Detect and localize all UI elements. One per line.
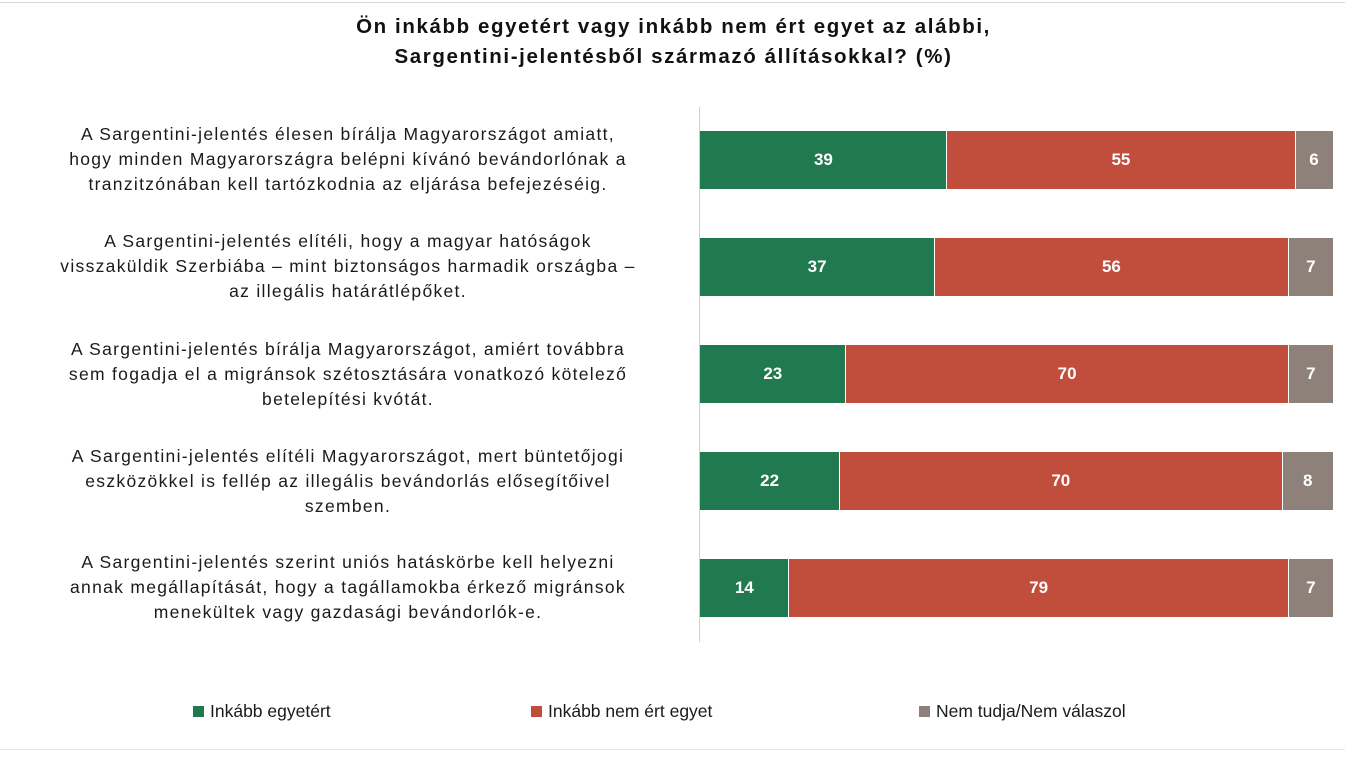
bar-disagree-1 (946, 131, 1295, 189)
bar-separator-1-2 (1294, 131, 1296, 189)
data-label-dontknow-4: 8 (1302, 471, 1313, 490)
legend-item-disagree: Inkább nem ért egyet (531, 700, 712, 722)
data-label-disagree-4: 70 (1051, 471, 1071, 490)
category-label-1-line-2: hogy minden Magyarországra belépni kíván… (69, 149, 627, 169)
data-label-disagree-5: 79 (1029, 578, 1049, 597)
category-label-5-line-3: menekültek vagy gazdasági bevándorlók-e. (153, 602, 543, 622)
data-label-disagree-1: 55 (1111, 150, 1131, 169)
data-label-agree-2: 37 (807, 257, 827, 276)
category-label-4: A Sargentini-jelentés elítéli Magyarorsz… (8, 444, 688, 519)
legend-swatch-dontknow (919, 705, 930, 717)
legend-item-agree: Inkább egyetért (193, 700, 331, 722)
legend-swatch-disagree (531, 705, 542, 717)
bar-disagree-4 (839, 452, 1283, 510)
legend-label-dontknow: Nem tudja/Nem válaszol (936, 700, 1126, 721)
bar-separator-3-2 (1288, 345, 1290, 403)
category-label-5-line-1: A Sargentini-jelentés szerint uniós hatá… (81, 552, 615, 572)
bar-agree-1 (700, 131, 947, 189)
bar-separator-4-2 (1281, 452, 1283, 510)
data-label-disagree-2: 56 (1101, 257, 1121, 276)
category-label-4-line-2: eszközökkel is fellép az illegális beván… (85, 471, 611, 491)
bar-separator-2-2 (1288, 238, 1290, 296)
bar-separator-5-2 (1288, 559, 1290, 617)
data-label-dontknow-2: 7 (1306, 257, 1316, 276)
category-label-5: A Sargentini-jelentés szerint uniós hatá… (8, 550, 688, 625)
bar-disagree-3 (845, 345, 1289, 403)
legend-label-agree: Inkább egyetért (210, 700, 331, 721)
category-axis-line (699, 107, 700, 642)
category-label-1-line-1: A Sargentini-jelentés élesen bírálja Mag… (81, 124, 615, 144)
legend-item-dontknow: Nem tudja/Nem válaszol (919, 700, 1126, 722)
category-label-3-line-1: A Sargentini-jelentés bírálja Magyarorsz… (71, 339, 625, 359)
data-label-dontknow-5: 7 (1306, 578, 1316, 597)
category-label-1-line-3: tranzitzónában kell tartózkodnia az eljá… (88, 174, 608, 194)
bar-agree-5 (700, 559, 789, 617)
category-label-4-line-3: szemben. (304, 496, 392, 516)
data-label-dontknow-1: 6 (1309, 150, 1319, 169)
bar-disagree-2 (934, 238, 1289, 296)
data-label-agree-1: 39 (813, 150, 833, 169)
bar-separator-3-1 (845, 345, 847, 403)
data-label-agree-3: 23 (763, 364, 783, 383)
chart-title: Ön inkább egyetért vagy inkább nem ért e… (0, 12, 1347, 72)
bar-dontknow-3 (1288, 345, 1333, 403)
data-label-agree-5: 14 (734, 578, 754, 597)
chart-title-line-2: Sargentini-jelentésből származó állításo… (394, 45, 953, 68)
data-label-dontknow-3: 7 (1306, 364, 1316, 383)
category-label-5-line-2: annak megállapítását, hogy a tagállamokb… (70, 577, 626, 597)
bar-separator-5-1 (788, 559, 790, 617)
category-label-2-line-3: az illegális határátlépőket. (229, 281, 467, 301)
data-label-agree-4: 22 (760, 471, 780, 490)
bar-dontknow-5 (1288, 559, 1333, 617)
bar-dontknow-1 (1295, 131, 1333, 189)
category-label-2-line-1: A Sargentini-jelentés elítéli, hogy a ma… (104, 231, 592, 251)
category-label-2: A Sargentini-jelentés elítéli, hogy a ma… (8, 229, 688, 304)
bar-disagree-5 (788, 559, 1289, 617)
legend-swatch-agree (193, 705, 204, 717)
bar-separator-2-1 (933, 238, 935, 296)
category-label-3-line-2: sem fogadja el a migránsok szétosztására… (68, 364, 628, 384)
category-label-3: A Sargentini-jelentés bírálja Magyarorsz… (8, 337, 688, 412)
bar-dontknow-2 (1288, 238, 1333, 296)
bar-separator-4-1 (838, 452, 840, 510)
bar-agree-4 (700, 452, 840, 510)
legend-label-disagree: Inkább nem ért egyet (548, 700, 713, 721)
bar-agree-2 (700, 238, 935, 296)
data-label-disagree-3: 70 (1057, 364, 1077, 383)
bar-separator-1-1 (946, 131, 948, 189)
category-label-4-line-1: A Sargentini-jelentés elítéli Magyarorsz… (71, 446, 625, 466)
bar-dontknow-4 (1282, 452, 1333, 510)
category-label-2-line-2: visszaküldik Szerbiába – mint biztonságo… (60, 256, 636, 276)
chart-title-line-1: Ön inkább egyetért vagy inkább nem ért e… (356, 15, 991, 38)
category-label-3-line-3: betelepítési kvótát. (262, 389, 434, 409)
bar-agree-3 (700, 345, 846, 403)
category-label-1: A Sargentini-jelentés élesen bírálja Mag… (8, 122, 688, 197)
